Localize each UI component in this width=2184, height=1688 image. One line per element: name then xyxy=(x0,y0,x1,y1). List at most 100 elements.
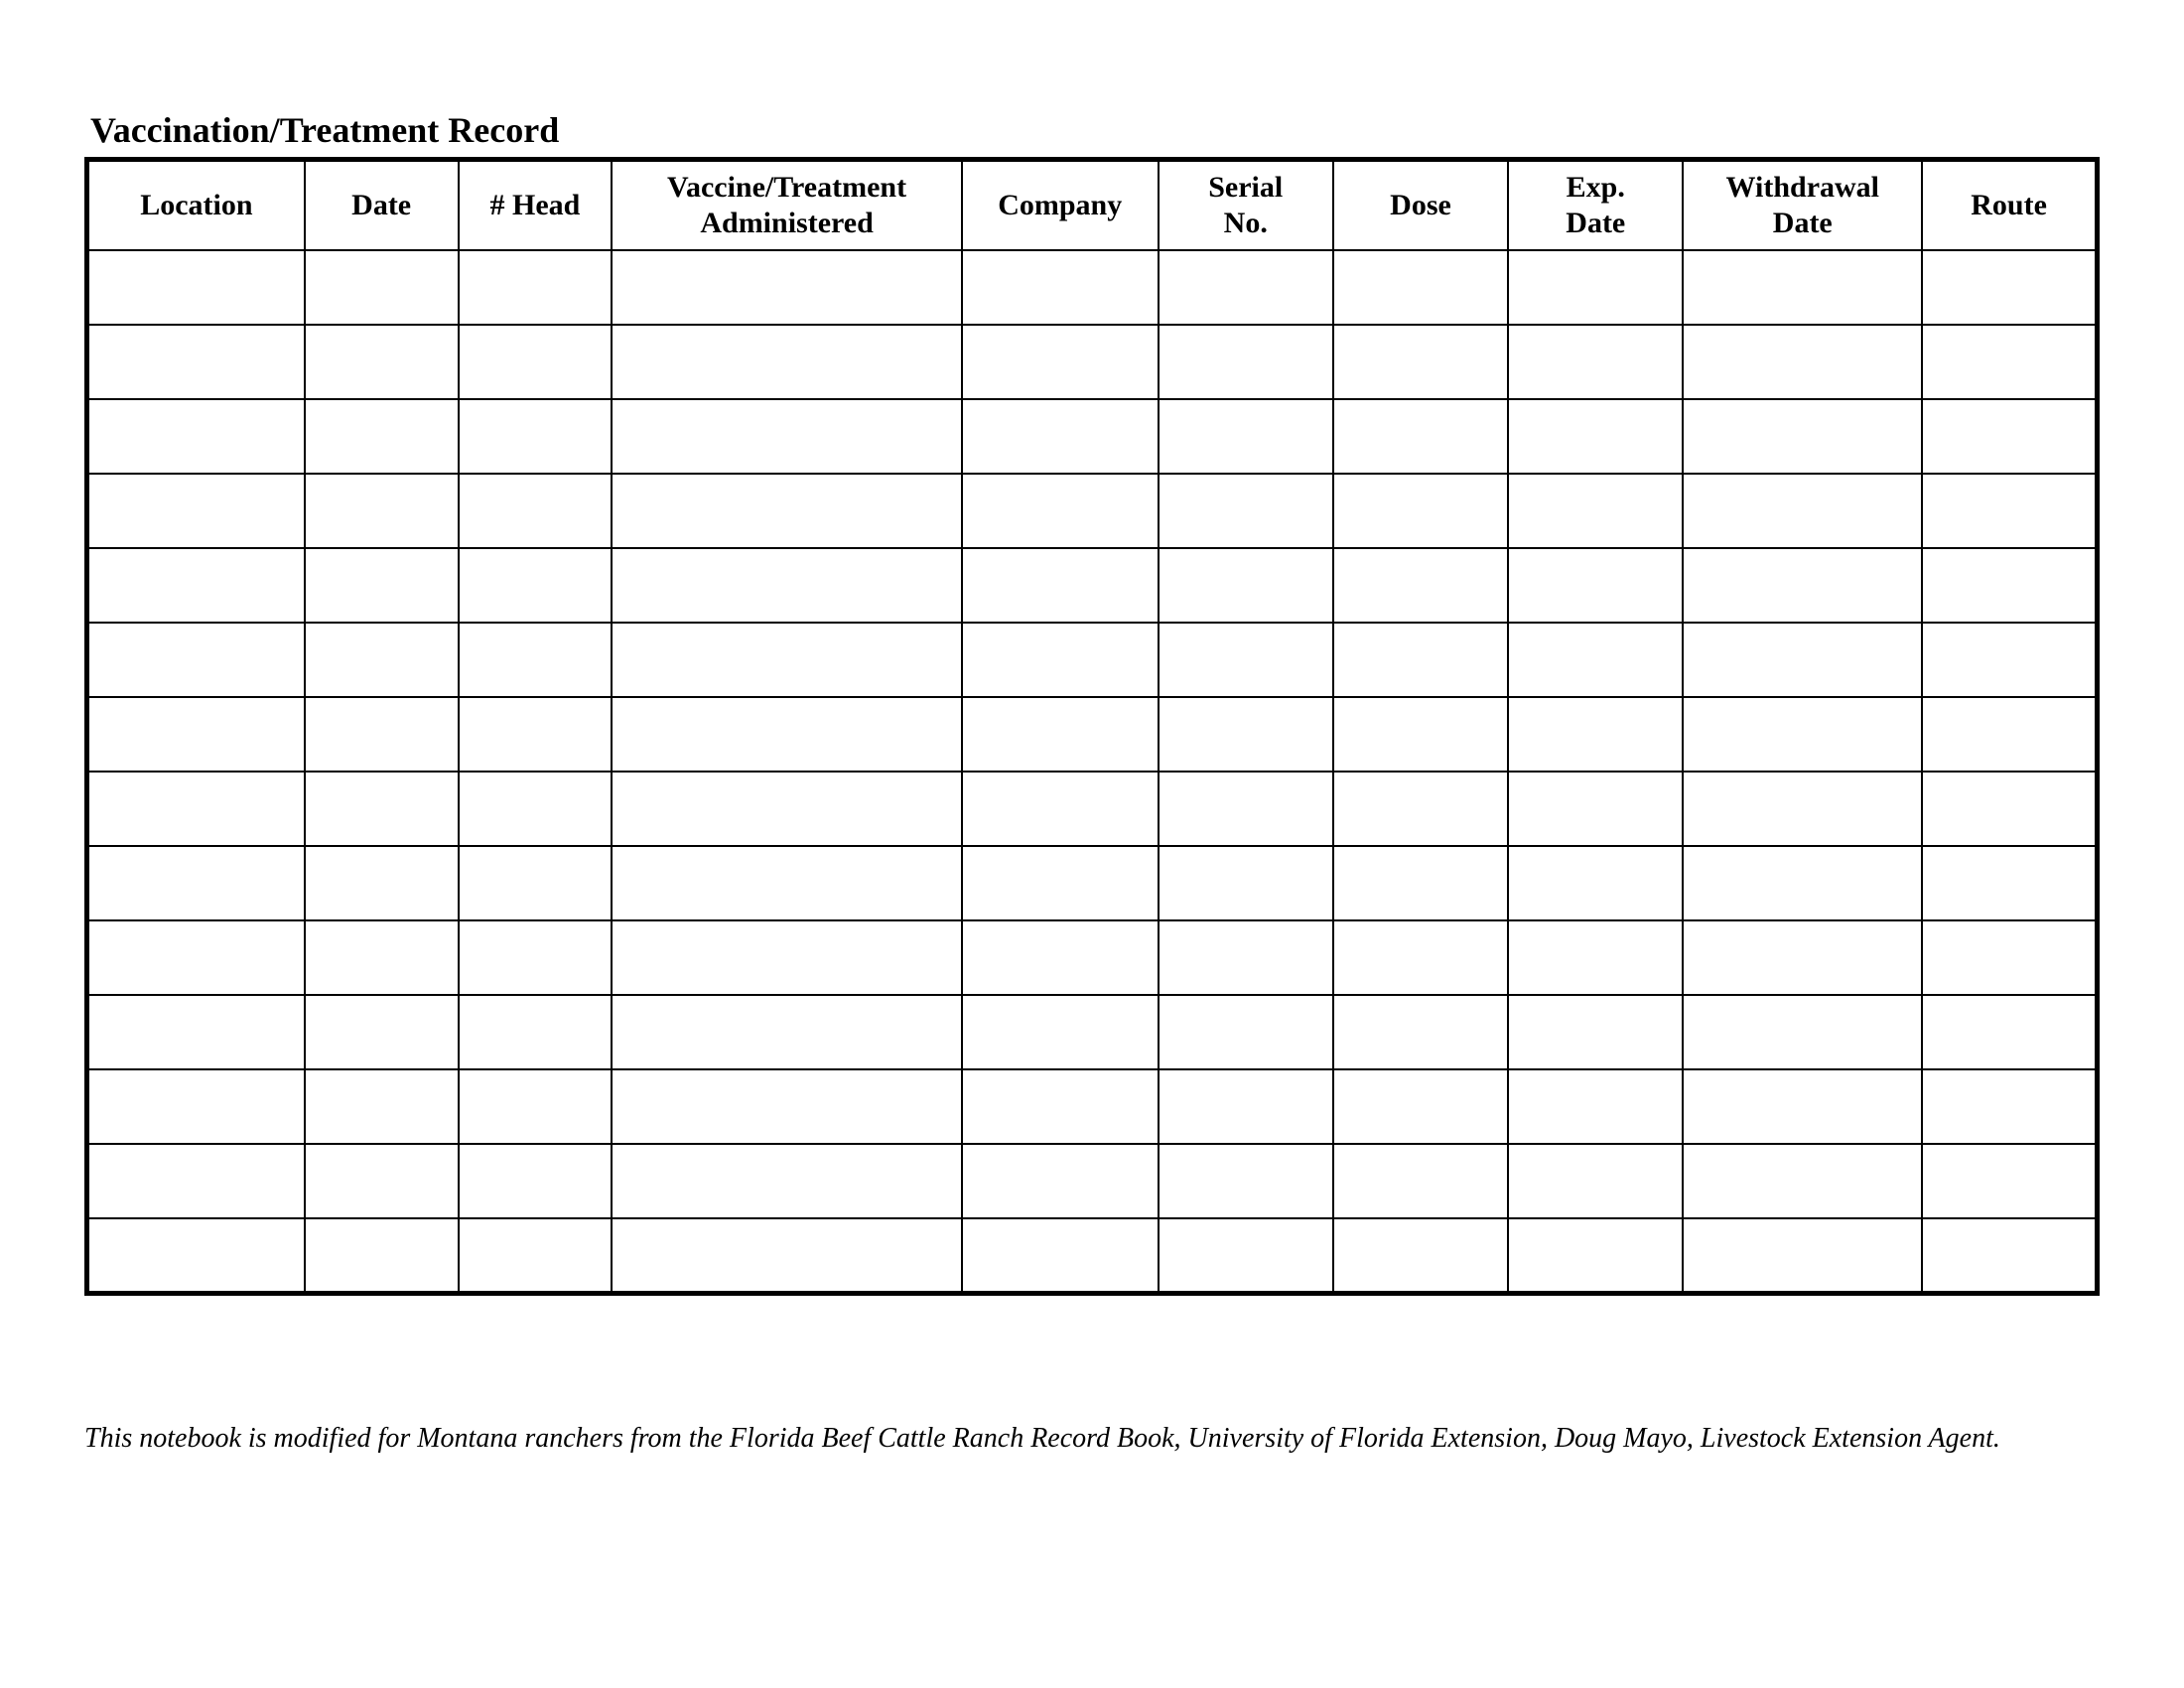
table-cell xyxy=(1683,250,1922,325)
table-cell xyxy=(459,697,613,772)
table-cell xyxy=(1508,548,1683,623)
table-cell xyxy=(1508,325,1683,399)
table-cell xyxy=(305,697,459,772)
table-cell xyxy=(459,250,613,325)
table-cell xyxy=(87,623,305,697)
table-cell xyxy=(1922,548,2097,623)
column-header-exp-date: Exp.Date xyxy=(1508,160,1683,251)
table-cell xyxy=(1159,1218,1333,1293)
table-cell xyxy=(612,548,962,623)
table-cell xyxy=(962,846,1159,920)
table-cell xyxy=(305,1144,459,1218)
table-cell xyxy=(962,1144,1159,1218)
table-cell xyxy=(87,846,305,920)
table-cell xyxy=(87,548,305,623)
table-cell xyxy=(612,1218,962,1293)
table-cell xyxy=(1683,623,1922,697)
table-cell xyxy=(1333,548,1508,623)
table-cell xyxy=(305,548,459,623)
table-cell xyxy=(1922,772,2097,846)
table-cell xyxy=(1159,1069,1333,1144)
table-cell xyxy=(87,474,305,548)
table-cell xyxy=(962,697,1159,772)
table-cell xyxy=(305,1218,459,1293)
table-cell xyxy=(87,995,305,1069)
table-cell xyxy=(1683,474,1922,548)
table-cell xyxy=(459,1069,613,1144)
table-cell xyxy=(459,1218,613,1293)
table-cell xyxy=(87,325,305,399)
table-cell xyxy=(1683,697,1922,772)
table-cell xyxy=(87,1069,305,1144)
table-cell xyxy=(459,623,613,697)
table-cell xyxy=(305,772,459,846)
table-cell xyxy=(612,697,962,772)
table-cell xyxy=(1333,325,1508,399)
table-row xyxy=(87,846,2098,920)
table-cell xyxy=(1508,399,1683,474)
table-cell xyxy=(962,250,1159,325)
table-row xyxy=(87,772,2098,846)
table-cell xyxy=(459,846,613,920)
table-cell xyxy=(612,325,962,399)
table-cell xyxy=(305,920,459,995)
table-cell xyxy=(962,1069,1159,1144)
table-cell xyxy=(459,325,613,399)
table-cell xyxy=(1508,623,1683,697)
table-cell xyxy=(1508,250,1683,325)
table-cell xyxy=(1922,920,2097,995)
table-cell xyxy=(1508,920,1683,995)
table-cell xyxy=(1922,250,2097,325)
table-cell xyxy=(1333,772,1508,846)
table-cell xyxy=(459,995,613,1069)
column-header-date: Date xyxy=(305,160,459,251)
table-row xyxy=(87,1144,2098,1218)
table-cell xyxy=(1683,995,1922,1069)
table-cell xyxy=(459,399,613,474)
table-cell xyxy=(87,250,305,325)
table-cell xyxy=(612,474,962,548)
table-cell xyxy=(1508,1069,1683,1144)
table-cell xyxy=(1683,772,1922,846)
table-cell xyxy=(87,1218,305,1293)
table-row xyxy=(87,474,2098,548)
table-cell xyxy=(87,1144,305,1218)
table-cell xyxy=(459,1144,613,1218)
table-cell xyxy=(612,1069,962,1144)
table-cell xyxy=(1508,772,1683,846)
table-row xyxy=(87,250,2098,325)
table-cell xyxy=(1508,474,1683,548)
table-cell xyxy=(459,772,613,846)
table-cell xyxy=(87,697,305,772)
table-cell xyxy=(1922,474,2097,548)
vaccination-record-table: Location Date # Head Vaccine/TreatmentAd… xyxy=(84,157,2100,1296)
table-cell xyxy=(1333,474,1508,548)
table-cell xyxy=(962,474,1159,548)
table-cell xyxy=(1333,623,1508,697)
table-header-row: Location Date # Head Vaccine/TreatmentAd… xyxy=(87,160,2098,251)
table-cell xyxy=(1159,772,1333,846)
table-row xyxy=(87,325,2098,399)
table-cell xyxy=(612,846,962,920)
table-cell xyxy=(305,250,459,325)
table-row xyxy=(87,548,2098,623)
table-cell xyxy=(1159,995,1333,1069)
table-cell xyxy=(1683,325,1922,399)
table-cell xyxy=(1922,697,2097,772)
table-cell xyxy=(305,846,459,920)
table-cell xyxy=(1159,325,1333,399)
table-cell xyxy=(1508,697,1683,772)
table-cell xyxy=(612,920,962,995)
table-cell xyxy=(305,325,459,399)
column-header-head: # Head xyxy=(459,160,613,251)
table-cell xyxy=(459,920,613,995)
table-cell xyxy=(962,920,1159,995)
table-cell xyxy=(87,399,305,474)
table-cell xyxy=(962,623,1159,697)
table-cell xyxy=(962,399,1159,474)
table-cell xyxy=(305,623,459,697)
table-cell xyxy=(1333,846,1508,920)
table-row xyxy=(87,920,2098,995)
table-cell xyxy=(612,1144,962,1218)
table-row xyxy=(87,399,2098,474)
